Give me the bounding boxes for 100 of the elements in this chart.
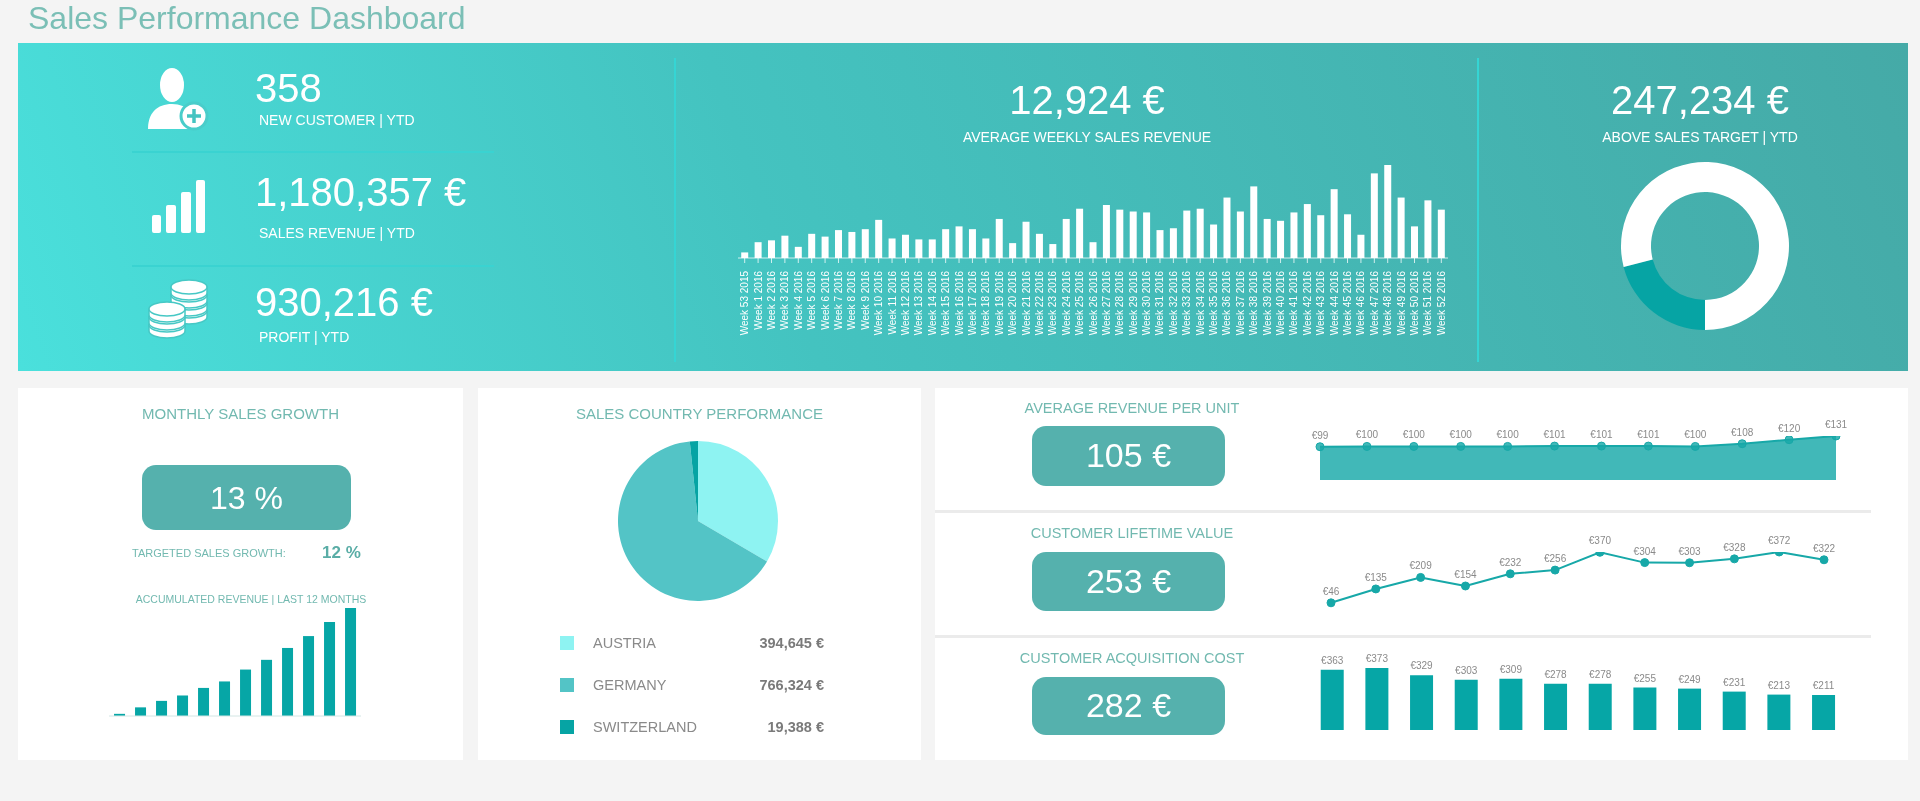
x-tick-label: Week 47 2016	[1368, 270, 1380, 336]
data-label: €303	[1455, 664, 1478, 676]
x-tick-label: Week 36 2016	[1221, 270, 1233, 336]
x-tick-label: Week 3 2016	[779, 270, 791, 330]
x-tick-label: Week 42 2016	[1301, 270, 1313, 336]
text: 247,234 €	[1611, 78, 1789, 122]
x-tick-label: Week 38 2016	[1248, 270, 1260, 336]
chart-title: MONTHLY SALES GROWTH	[142, 405, 339, 423]
x-tick-label: Week 19 2016	[993, 270, 1005, 336]
x-tick-label: Week 51 2016	[1422, 270, 1434, 336]
x-tick-label: Week 32 2016	[1167, 270, 1179, 336]
x-tick-label: Week 17 2016	[966, 270, 978, 336]
data-label: €249	[1678, 673, 1702, 685]
data-label: €373	[1365, 653, 1389, 664]
text: CUSTOMER ACQUISITION COST	[1019, 649, 1245, 666]
x-tick-label: Week 34 2016	[1194, 270, 1206, 336]
x-tick-label: Week 33 2016	[1181, 270, 1193, 336]
data-label: 19,388 €	[767, 718, 824, 735]
x-tick-label: Week 53 2015	[739, 270, 751, 336]
x-tick-label: Week 27 2016	[1100, 270, 1112, 336]
x-tick-label: Week 43 2016	[1315, 270, 1327, 336]
text: TARGETED SALES GROWTH:	[132, 546, 286, 559]
x-tick-label: Week 18 2016	[980, 270, 992, 336]
data-label: €131	[1824, 419, 1848, 430]
data-label: €135	[1364, 571, 1388, 583]
text: 105 €	[1085, 436, 1172, 475]
x-tick-label: Week 52 2016	[1435, 270, 1447, 336]
text: 282 €	[1085, 686, 1172, 725]
data-label: €120	[1777, 422, 1801, 434]
data-label: 394,645 €	[759, 634, 824, 651]
data-label: €328	[1723, 541, 1746, 553]
x-tick-label: Week 39 2016	[1261, 270, 1273, 336]
x-tick-label: Week 25 2016	[1074, 270, 1086, 336]
data-label: €231	[1723, 676, 1746, 688]
x-tick-label: Week 28 2016	[1114, 270, 1126, 336]
x-tick-label: Week 45 2016	[1342, 270, 1354, 336]
x-tick-label: Week 14 2016	[926, 270, 938, 336]
x-tick-label: Week 50 2016	[1409, 270, 1421, 336]
x-tick-label: Week 21 2016	[1020, 270, 1032, 336]
data-label: €256	[1543, 553, 1567, 565]
x-tick-label: Week 13 2016	[913, 270, 925, 336]
data-label: €101	[1637, 429, 1660, 441]
chart-subtitle: ACCUMULATED REVENUE | LAST 12 MONTHS	[135, 592, 367, 605]
x-tick-label: Week 49 2016	[1395, 270, 1407, 336]
x-tick-label: Week 40 2016	[1275, 270, 1287, 336]
data-label: €213	[1767, 679, 1791, 691]
data-label: €255	[1633, 672, 1657, 684]
x-tick-label: Week 7 2016	[832, 270, 844, 330]
x-tick-label: Week 8 2016	[846, 270, 858, 330]
data-label: €363	[1321, 654, 1344, 666]
x-tick-label: Week 24 2016	[1060, 270, 1072, 336]
data-label: €100	[1355, 429, 1379, 441]
chart-title: ABOVE SALES TARGET | YTD	[1602, 128, 1798, 145]
x-tick-label: Week 5 2016	[806, 270, 818, 330]
x-tick-label: Week 26 2016	[1087, 270, 1099, 336]
data-label: €329	[1410, 660, 1434, 672]
data-label: €322	[1812, 542, 1836, 554]
chart-title: SALES COUNTRY PERFORMANCE	[576, 405, 823, 423]
x-tick-label: Week 20 2016	[1007, 270, 1019, 336]
data-label: €100	[1496, 429, 1520, 441]
data-label: 766,324 €	[759, 676, 824, 693]
data-label: €372	[1768, 535, 1791, 546]
data-label: €232	[1499, 556, 1522, 568]
data-label: €154	[1454, 568, 1478, 580]
x-tick-label: Week 46 2016	[1355, 270, 1367, 336]
data-label: €101	[1543, 429, 1567, 441]
legend-label: SWITZERLAND	[593, 718, 697, 735]
x-tick-label: Week 29 2016	[1127, 270, 1139, 336]
text: 12,924 €	[1009, 78, 1165, 122]
x-tick-label: Week 37 2016	[1234, 270, 1246, 336]
x-tick-label: Week 35 2016	[1208, 270, 1220, 336]
x-tick-label: Week 23 2016	[1047, 270, 1059, 336]
data-label: €278	[1589, 668, 1612, 680]
data-label: €211	[1812, 679, 1835, 691]
x-tick-label: Week 44 2016	[1328, 270, 1340, 336]
x-tick-label: Week 22 2016	[1033, 270, 1045, 336]
data-label: €370	[1588, 535, 1612, 547]
x-tick-label: Week 11 2016	[886, 270, 898, 335]
data-label: €100	[1402, 429, 1426, 441]
x-tick-label: Week 1 2016	[752, 270, 764, 330]
data-label: €304	[1633, 545, 1657, 557]
x-tick-label: Week 15 2016	[940, 270, 952, 336]
text: CUSTOMER LIFETIME VALUE	[1030, 524, 1234, 541]
text: 253 €	[1085, 561, 1172, 600]
chart-title: AVERAGE WEEKLY SALES REVENUE	[962, 128, 1212, 145]
x-tick-label: Week 16 2016	[953, 270, 965, 336]
text: 13 %	[210, 479, 283, 516]
x-tick-label: Week 30 2016	[1141, 270, 1153, 336]
x-tick-label: Week 31 2016	[1154, 270, 1166, 336]
data-label: €100	[1449, 429, 1473, 441]
data-label: €209	[1409, 560, 1433, 572]
data-label: €303	[1678, 545, 1702, 557]
data-label: €100	[1684, 429, 1707, 441]
legend-label: GERMANY	[593, 676, 667, 693]
data-label: €278	[1544, 668, 1568, 680]
x-tick-label: Week 9 2016	[859, 270, 871, 330]
x-tick-label: Week 6 2016	[819, 270, 831, 330]
x-tick-label: Week 4 2016	[792, 270, 804, 330]
data-label: €108	[1731, 426, 1754, 438]
x-tick-label: Week 48 2016	[1382, 270, 1394, 336]
